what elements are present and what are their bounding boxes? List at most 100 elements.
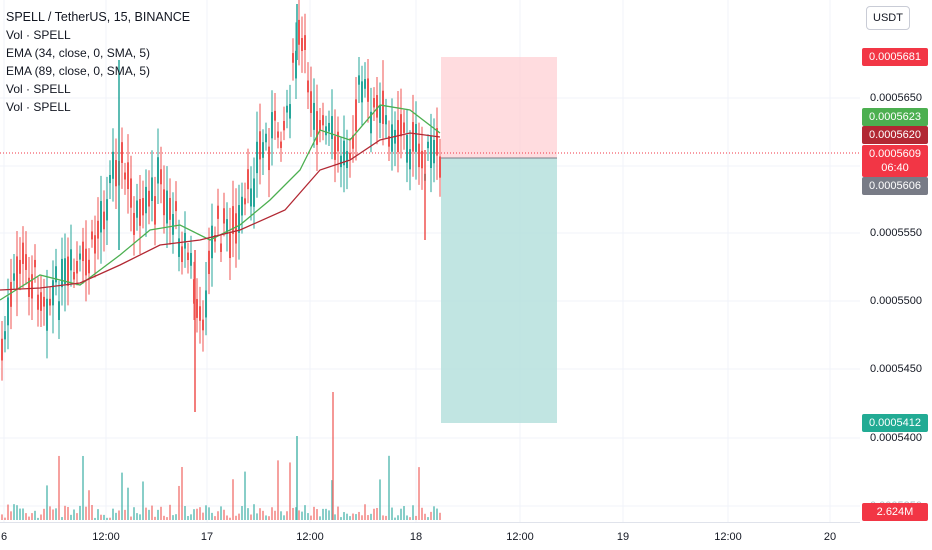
- volume-bar: [148, 509, 150, 520]
- price-tick: 0.0005500: [870, 295, 922, 307]
- candle-body: [256, 141, 258, 174]
- volume-bar: [298, 510, 300, 520]
- volume-bar: [256, 513, 258, 520]
- volume-bar: [133, 507, 135, 520]
- candle-body: [97, 220, 99, 239]
- volume-bar: [379, 479, 381, 520]
- volume-bar: [253, 504, 255, 520]
- volume-bar: [178, 485, 180, 520]
- volume-bar: [220, 506, 222, 520]
- bar-countdown: 06:40: [881, 162, 909, 174]
- volume-bar: [355, 514, 357, 520]
- volume-bar: [91, 505, 93, 520]
- chart-canvas[interactable]: [0, 0, 860, 522]
- legend-ema-89[interactable]: EMA (89, close, 0, SMA, 5): [6, 64, 151, 78]
- volume-bar: [190, 514, 192, 520]
- candle-body: [325, 126, 327, 136]
- candle-body: [286, 105, 288, 113]
- volume-bar: [244, 471, 246, 520]
- volume-bar: [304, 505, 306, 520]
- volume-bar: [199, 507, 201, 520]
- candle-body: [367, 78, 369, 102]
- price-chart-area[interactable]: [0, 0, 860, 522]
- time-label: 20: [823, 531, 837, 543]
- volume-bar: [115, 512, 117, 520]
- volume-bar: [406, 515, 408, 520]
- symbol-title[interactable]: SPELL / TetherUS, 15, BINANCE: [6, 10, 191, 24]
- time-label: 18: [409, 531, 423, 543]
- volume-bar: [7, 504, 9, 520]
- candle-body: [340, 155, 342, 168]
- volume-bar: [88, 490, 90, 520]
- candle-body: [382, 90, 384, 124]
- ema-slow-line: [0, 132, 441, 291]
- volume-bar: [403, 506, 405, 520]
- volume-bar: [367, 515, 369, 520]
- volume-bar: [388, 455, 390, 520]
- candle-body: [169, 197, 171, 220]
- legend-ema-34[interactable]: EMA (34, close, 0, SMA, 5): [6, 46, 151, 60]
- candle-body: [259, 131, 261, 160]
- volume-bar: [64, 505, 66, 520]
- volume-bar: [271, 507, 273, 520]
- legend-volume-2[interactable]: Vol · SPELL: [6, 82, 71, 96]
- candle-body: [199, 306, 201, 321]
- candle-body: [229, 233, 231, 259]
- volume-bar: [277, 460, 279, 520]
- candle-body: [34, 259, 36, 268]
- volume-bar: [172, 515, 174, 520]
- volume-bar: [118, 510, 120, 520]
- candle-body: [7, 297, 9, 326]
- candle-body: [103, 211, 105, 230]
- candle-body: [373, 97, 375, 108]
- candle-body: [37, 294, 39, 310]
- candle-body: [136, 200, 138, 218]
- candle-body: [31, 274, 33, 299]
- legend-volume-3[interactable]: Vol · SPELL: [6, 100, 71, 114]
- candle-body: [334, 136, 336, 160]
- candle-body: [310, 91, 312, 113]
- candle-body: [61, 258, 63, 288]
- candle-body: [10, 281, 12, 307]
- candle-body: [211, 225, 213, 259]
- volume-bar: [124, 509, 126, 520]
- candle-body: [58, 301, 60, 321]
- candle-body: [415, 124, 417, 152]
- volume-bar: [13, 504, 15, 520]
- candle-body: [220, 243, 222, 252]
- candle-body: [295, 50, 297, 79]
- volume-bar: [145, 507, 147, 520]
- price-tick: 0.0005550: [870, 227, 922, 239]
- volume-bar: [205, 505, 207, 520]
- candle-body: [331, 116, 333, 139]
- volume-bar: [31, 513, 33, 520]
- volume-bar: [214, 516, 216, 520]
- volume-bar: [121, 472, 123, 520]
- legend-volume-1[interactable]: Vol · SPELL: [6, 28, 71, 42]
- candle-body: [349, 152, 351, 159]
- candle-body: [121, 142, 123, 163]
- volume-bar: [382, 515, 384, 520]
- volume-bar: [136, 513, 138, 520]
- volume-bar: [358, 511, 360, 520]
- time-axis[interactable]: 6 12:00 17 12:00 18 12:00 19 12:00 20: [0, 522, 860, 550]
- volume-bar: [196, 508, 198, 520]
- candle-body: [67, 256, 69, 286]
- candle-body: [109, 174, 111, 184]
- currency-button[interactable]: USDT: [866, 6, 910, 30]
- candle-body: [385, 115, 387, 125]
- candle-body: [271, 112, 273, 139]
- candle-body: [388, 135, 390, 147]
- volume-bar: [67, 506, 69, 520]
- candle-body: [400, 114, 402, 137]
- candle-body: [262, 142, 264, 158]
- candle-body: [190, 252, 192, 266]
- volume-bar: [211, 512, 213, 520]
- candle-body: [163, 189, 165, 216]
- volume-bar: [238, 513, 240, 520]
- candle-body: [160, 169, 162, 185]
- volume-bar: [296, 436, 298, 520]
- candle-body: [253, 178, 255, 207]
- time-label: 12:00: [506, 531, 534, 543]
